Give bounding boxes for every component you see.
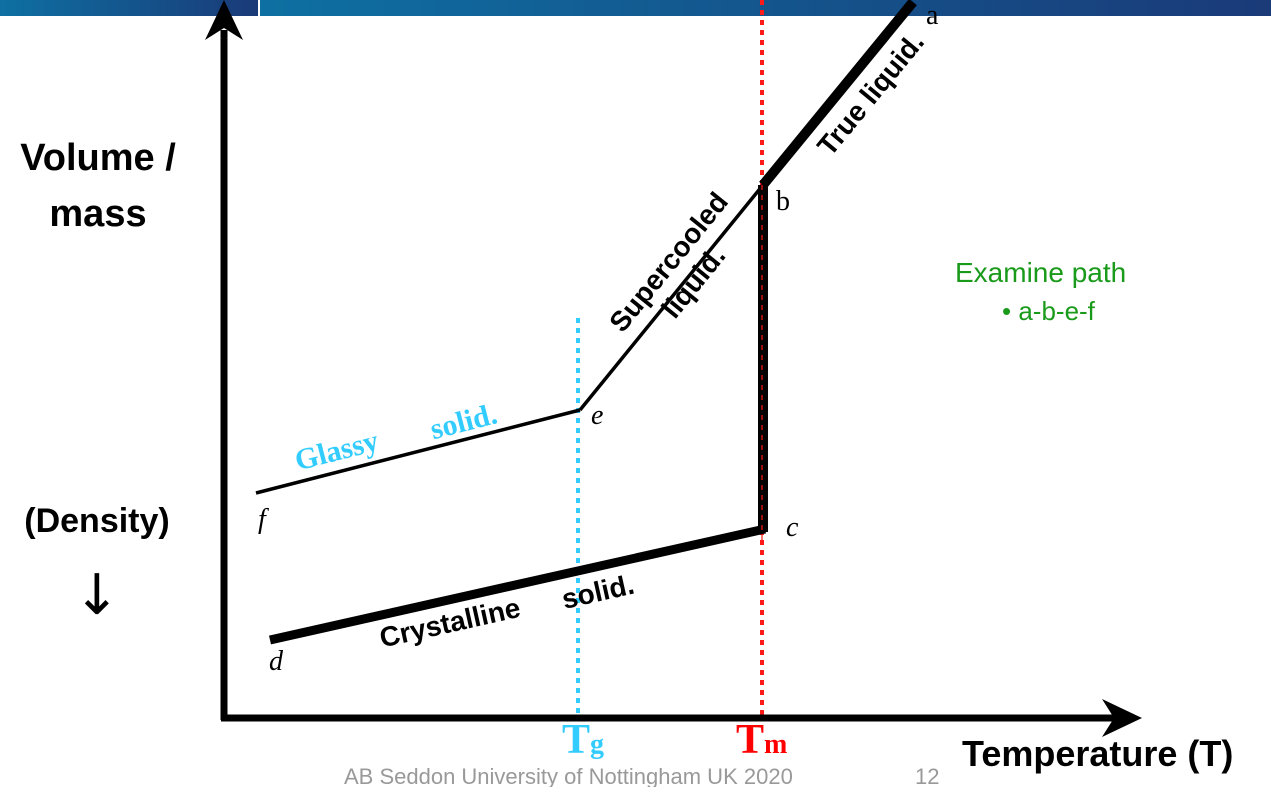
point-e: e <box>591 400 603 431</box>
segment-a-b <box>759 0 917 189</box>
label-glassy: Glassy <box>291 424 382 477</box>
density-label: (Density) <box>24 502 169 540</box>
note-bullet: • a-b-e-f <box>1002 296 1096 326</box>
segment-c-d <box>269 524 766 645</box>
header-bar-left <box>0 0 258 16</box>
point-a: a <box>926 0 939 31</box>
page-number: 12 <box>915 764 939 787</box>
x-axis-arrowhead <box>1102 699 1142 737</box>
tm-label: Tm <box>736 717 787 763</box>
header-bar-right <box>260 0 1271 16</box>
point-d: d <box>269 646 284 677</box>
y-axis-arrowhead <box>205 0 243 40</box>
y-axis-label-line1: Volume / <box>20 137 176 179</box>
note-title: Examine path <box>955 257 1126 288</box>
x-axis-label: Temperature (T) <box>962 733 1233 774</box>
segment-e-f <box>255 408 581 495</box>
point-f: f <box>258 504 269 535</box>
segment-b-e <box>578 183 765 412</box>
point-c: c <box>786 512 799 543</box>
tg-label: Tg <box>562 717 604 763</box>
y-axis-label-line2: mass <box>49 193 146 235</box>
down-arrow-icon: ↓ <box>74 563 121 628</box>
label-supercooled-liquid: Supercooledliquid. <box>603 186 759 357</box>
point-b: b <box>776 186 790 217</box>
footer-credit: AB Seddon University of Nottingham UK 20… <box>344 764 793 787</box>
